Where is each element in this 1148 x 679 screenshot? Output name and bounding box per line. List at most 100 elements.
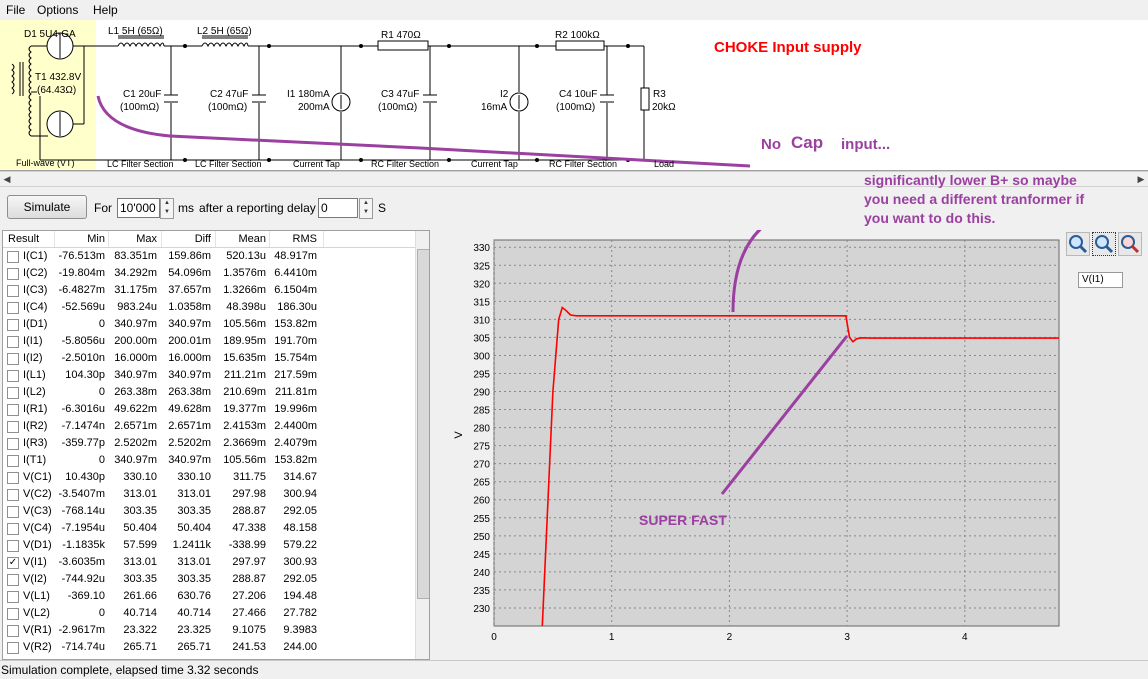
row-checkbox[interactable] [7,319,19,331]
delay-input[interactable]: 0 [318,198,358,218]
duration-input[interactable]: 10'000 [117,198,160,218]
table-row[interactable]: I(C2) -19.804m 34.292m 54.096m 1.3576m 6.4410… [3,265,415,282]
scroll-right-icon[interactable]: ▶ [1134,172,1148,186]
row-rms-value: 153.82m [274,454,317,466]
row-rms-value: 300.94 [283,488,317,500]
l1-label: L1 5H (65Ω) [108,26,163,37]
row-checkbox[interactable] [7,489,19,501]
row-max-value: 983.24u [117,301,157,313]
table-row[interactable]: I(T1) 0 340.97m 340.97m 105.56m 153.82m [3,452,415,469]
table-row[interactable]: V(C3) -768.14u 303.35 303.35 288.87 292.05 [3,503,415,520]
table-row[interactable]: I(R1) -6.3016u 49.622m 49.628m 19.377m 19.996… [3,401,415,418]
results-table[interactable]: Result Min Max Diff Mean RMS I(C1) -76.51… [2,230,430,660]
column-header-diff[interactable]: Diff [194,233,211,245]
table-row[interactable]: V(L1) -369.10 261.66 630.76 27.206 194.48 [3,588,415,605]
table-row[interactable]: I(L1) 104.30p 340.97m 340.97m 211.21m 217.59m [3,367,415,384]
column-header-result[interactable]: Result [8,233,40,245]
column-header-mean[interactable]: Mean [238,233,266,245]
table-row[interactable]: V(I2) -744.92u 303.35 303.35 288.87 292.05 [3,571,415,588]
row-checkbox[interactable] [7,506,19,518]
b-plus-annotation-arrow [731,230,762,313]
table-row[interactable]: V(L2) 0 40.714 40.714 27.466 27.782 [3,605,415,622]
row-result-name: V(L1) [23,590,50,602]
y-tick-label: 300 [473,351,490,362]
table-row[interactable]: ✓ V(I1) -3.6035m 313.01 313.01 297.97 300.93 [3,554,415,571]
column-header-max[interactable]: Max [136,233,157,245]
row-checkbox[interactable] [7,591,19,603]
row-checkbox[interactable] [7,302,19,314]
spin-down-icon[interactable]: ▼ [164,209,170,215]
table-row[interactable]: I(L2) 0 263.38m 263.38m 210.69m 211.81m [3,384,415,401]
shunt-branches [164,46,645,160]
spin-up-icon[interactable]: ▲ [363,200,369,206]
table-row[interactable]: I(C1) -76.513m 83.351m 159.86m 520.13u 48.917… [3,248,415,265]
row-checkbox[interactable] [7,421,19,433]
y-tick-label: 260 [473,496,490,507]
table-row[interactable]: V(R2) -714.74u 265.71 265.71 241.53 244.00 [3,639,415,656]
y-axis-label: V [453,431,465,439]
row-checkbox[interactable] [7,608,19,620]
row-max-value: 261.66 [123,590,157,602]
results-vertical-scrollbar[interactable] [415,231,429,659]
table-row[interactable]: I(C3) -6.4827m 31.175m 37.657m 1.3266m 6.1504… [3,282,415,299]
row-checkbox[interactable] [7,438,19,450]
row-mean-value: 27.206 [232,590,266,602]
y-tick-label: 305 [473,333,490,344]
row-min-value: -7.1474n [61,420,105,432]
row-checkbox[interactable]: ✓ [7,557,19,569]
row-checkbox[interactable] [7,625,19,637]
table-row[interactable]: I(C4) -52.569u 983.24u 1.0358m 48.398u 186.30… [3,299,415,316]
schematic-horizontal-scrollbar[interactable]: ◀ ▶ [0,171,1148,187]
row-checkbox[interactable] [7,455,19,467]
row-rms-value: 9.3983 [283,624,317,636]
super-fast-annotation-arrow [720,335,849,495]
row-checkbox[interactable] [7,523,19,535]
scroll-left-icon[interactable]: ◀ [0,172,14,186]
table-row[interactable]: I(R3) -359.77p 2.5202m 2.5202m 2.3669m 2.4079… [3,435,415,452]
row-rms-value: 217.59m [274,369,317,381]
spin-up-icon[interactable]: ▲ [164,200,170,206]
row-checkbox[interactable] [7,336,19,348]
schematic-canvas[interactable]: D1 5U4-GA T1 432.8V (64.43Ω) Full-wave (… [0,20,1148,171]
row-checkbox[interactable] [7,285,19,297]
table-row[interactable]: V(D1) -1.1835k 57.599 1.2411k -338.99 579.22 [3,537,415,554]
zoom-fit-icon[interactable] [1092,232,1116,256]
column-header-rms[interactable]: RMS [292,233,317,245]
duration-spinner[interactable]: ▲ ▼ [160,198,174,219]
row-checkbox[interactable] [7,472,19,484]
row-checkbox[interactable] [7,404,19,416]
menu-help[interactable]: Help [93,3,118,17]
spin-down-icon[interactable]: ▼ [363,209,369,215]
table-row[interactable]: V(C1) 10.430p 330.10 330.10 311.75 314.67 [3,469,415,486]
ms-label: ms [178,201,194,215]
delay-spinner[interactable]: ▲ ▼ [359,198,373,219]
row-checkbox[interactable] [7,387,19,399]
row-min-value: -2.5010n [61,352,105,364]
row-min-value: -3.5407m [58,488,105,500]
row-checkbox[interactable] [7,353,19,365]
table-row[interactable]: I(I1) -5.8056u 200.00m 200.01m 189.95m 191.70… [3,333,415,350]
table-row[interactable]: I(I2) -2.5010n 16.000m 16.000m 15.635m 15.754… [3,350,415,367]
table-row[interactable]: V(C4) -7.1954u 50.404 50.404 47.338 48.158 [3,520,415,537]
table-row[interactable]: V(R1) -2.9617m 23.322 23.325 9.1075 9.3983 [3,622,415,639]
zoom-out-icon[interactable] [1118,232,1142,256]
row-min-value: -3.6035m [58,556,105,568]
zoom-in-icon[interactable] [1066,232,1090,256]
row-checkbox[interactable] [7,370,19,382]
row-checkbox[interactable] [7,251,19,263]
table-row[interactable]: I(R2) -7.1474n 2.6571m 2.6571m 2.4153m 2.4400… [3,418,415,435]
simulate-button[interactable]: Simulate [7,195,87,219]
voltage-chart[interactable]: 0 1 2 3 4 230 235 240 245 250 255 260 265 270 275 280 28… [432,230,1148,658]
t1-impedance-label: (64.43Ω) [37,85,77,96]
row-checkbox[interactable] [7,268,19,280]
table-row[interactable]: V(C2) -3.5407m 313.01 313.01 297.98 300.94 [3,486,415,503]
menu-options[interactable]: Options [37,3,79,17]
column-header-min[interactable]: Min [87,233,105,245]
scroll-thumb[interactable] [417,249,429,599]
row-checkbox[interactable] [7,540,19,552]
menu-file[interactable]: File [6,3,26,17]
row-checkbox[interactable] [7,574,19,586]
row-mean-value: 210.69m [223,386,266,398]
table-row[interactable]: I(D1) 0 340.97m 340.97m 105.56m 153.82m [3,316,415,333]
row-checkbox[interactable] [7,642,19,654]
